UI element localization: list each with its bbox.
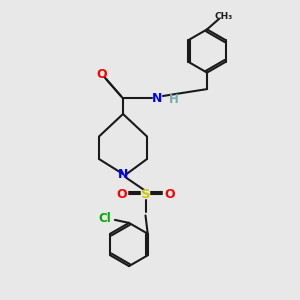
Text: O: O [97,68,107,81]
Text: N: N [118,167,128,181]
Text: H: H [169,93,179,106]
Text: S: S [141,188,150,201]
Text: N: N [152,92,163,105]
Text: CH₃: CH₃ [214,12,232,21]
Text: O: O [116,188,127,201]
Text: Cl: Cl [99,212,111,225]
Text: O: O [164,188,175,201]
